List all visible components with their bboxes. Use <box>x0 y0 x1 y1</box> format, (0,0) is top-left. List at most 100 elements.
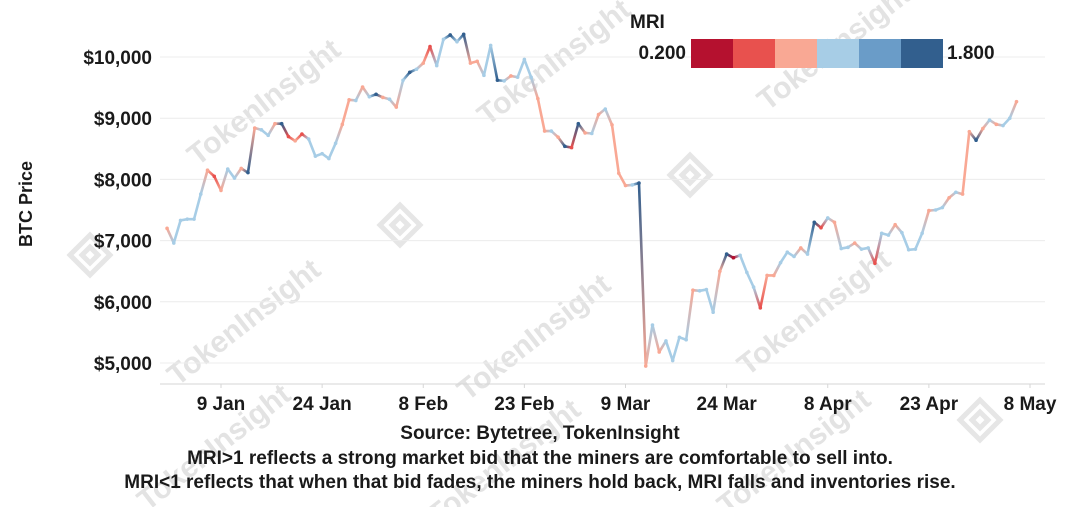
price-point <box>765 273 769 278</box>
price-point <box>657 350 662 354</box>
price-point <box>792 254 796 259</box>
price-line-segment <box>199 168 209 196</box>
price-point <box>630 183 635 187</box>
price-point <box>407 70 412 75</box>
source-note: Source: Bytetree, TokenInsight <box>400 423 680 444</box>
price-point <box>279 121 284 126</box>
price-point <box>536 96 540 101</box>
price-point <box>563 144 567 149</box>
price-line-segment <box>941 196 951 209</box>
price-point <box>192 217 196 221</box>
price-point <box>266 133 270 138</box>
price-series <box>165 32 1019 368</box>
price-point <box>556 135 560 139</box>
price-point <box>589 131 594 136</box>
price-point <box>549 129 554 133</box>
price-point <box>205 168 210 173</box>
price-line-segment <box>873 231 883 265</box>
price-point <box>374 92 378 97</box>
y-tick-label: $6,000 <box>94 293 152 314</box>
price-point <box>273 121 277 126</box>
price-point <box>367 94 372 99</box>
price-point <box>846 245 850 250</box>
legend-swatch <box>775 39 817 68</box>
price-line-segment <box>603 107 614 127</box>
price-point <box>643 364 648 368</box>
price-line-segment <box>961 130 971 196</box>
legend-color-scale <box>691 39 943 68</box>
y-axis-label: BTC Price <box>16 161 36 247</box>
y-tick-label: $10,000 <box>83 48 152 69</box>
y-tick-label: $9,000 <box>94 109 152 130</box>
price-point <box>954 190 958 195</box>
price-line-segment <box>1008 100 1018 120</box>
legend-swatch <box>901 39 943 68</box>
price-point <box>906 247 911 252</box>
price-point <box>832 220 837 225</box>
x-tick-label: 23 Apr <box>900 394 959 415</box>
price-line-segment <box>738 253 749 274</box>
price-point <box>900 230 904 235</box>
price-line-segment <box>651 323 661 354</box>
price-line-segment <box>556 135 567 148</box>
x-tick-label: 8 Apr <box>804 394 852 415</box>
price-line-segment <box>192 192 203 221</box>
price-point <box>259 128 264 132</box>
price-point <box>475 59 479 64</box>
watermark-text: TokenInsight <box>471 0 637 132</box>
price-point <box>219 188 223 193</box>
price-point <box>987 118 992 122</box>
price-line-segment <box>523 58 533 79</box>
price-point <box>529 75 533 79</box>
price-point <box>758 306 763 310</box>
price-line-segment <box>833 220 843 250</box>
price-point <box>738 253 742 258</box>
price-point <box>859 247 864 251</box>
price-point <box>313 154 318 158</box>
price-point <box>569 145 574 150</box>
x-tick-label: 23 Feb <box>494 394 554 415</box>
price-line-segment <box>307 137 317 158</box>
mri-note-high: MRI>1 reflects a strong market bid that … <box>187 448 893 469</box>
price-point <box>441 37 446 42</box>
price-point <box>718 269 722 274</box>
price-line-segment <box>529 75 540 100</box>
price-point <box>637 181 641 185</box>
price-point <box>468 61 473 65</box>
gridlines <box>160 56 1045 364</box>
price-point <box>960 192 965 196</box>
y-axis-ticks: $5,000 $6,000 $7,000 $8,000 $9,000 $10,000 <box>83 48 152 375</box>
price-point <box>212 174 217 179</box>
price-line-segment <box>361 85 371 99</box>
price-line-segment <box>887 223 897 237</box>
price-line-segment <box>233 167 243 180</box>
price-point <box>947 195 951 200</box>
price-point <box>293 139 297 143</box>
price-point <box>616 171 621 176</box>
price-point <box>225 167 230 171</box>
price-point <box>327 156 331 161</box>
price-point <box>455 39 459 44</box>
price-line-segment <box>516 58 526 79</box>
price-point <box>333 141 338 146</box>
price-point <box>360 85 365 89</box>
price-point <box>610 123 614 127</box>
price-line-segment <box>819 216 830 230</box>
price-point <box>920 231 924 236</box>
price-point <box>805 252 810 256</box>
price-point <box>967 129 972 134</box>
price-line-segment <box>752 285 762 310</box>
price-line-segment <box>745 271 755 289</box>
price-point <box>839 246 844 251</box>
price-line-segment <box>657 339 668 354</box>
price-point <box>320 151 324 156</box>
price-line-segment <box>705 288 715 314</box>
price-line-segment <box>421 45 432 65</box>
price-point <box>488 43 493 48</box>
price-point <box>576 121 581 126</box>
x-axis-ticks: 9 Jan 24 Jan 8 Feb 23 Feb 9 Mar 24 Mar 8 Apr 23… <box>197 384 1057 415</box>
price-point <box>724 252 729 256</box>
price-point <box>697 288 702 293</box>
price-line-segment <box>920 209 931 235</box>
price-line-segment <box>327 141 337 160</box>
